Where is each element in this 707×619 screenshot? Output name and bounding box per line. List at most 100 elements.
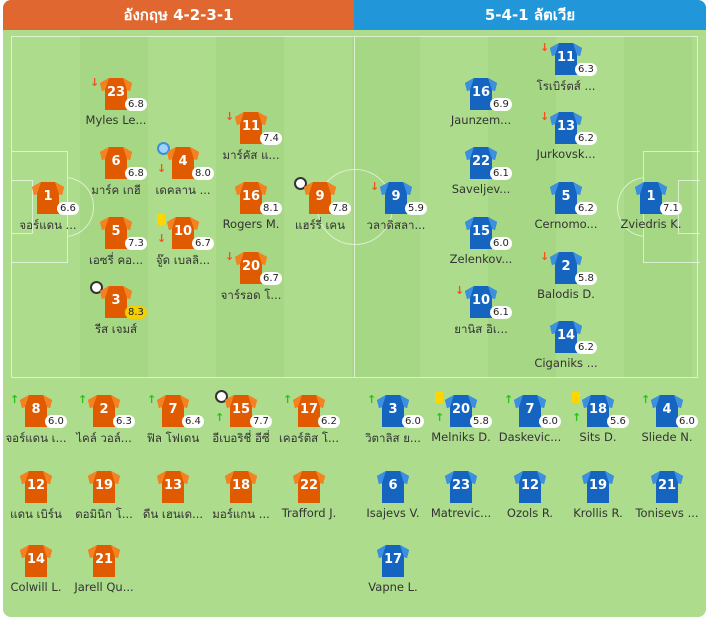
jersey-icon: 6 — [376, 470, 410, 504]
rating-badge: 6.3 — [113, 415, 135, 428]
player-name: Myles Le... — [85, 113, 147, 127]
away-player-17[interactable]: 17 Vapne L. — [353, 544, 433, 594]
player-name: Melniks D. — [431, 430, 491, 444]
sub-out-icon: ↓ — [540, 110, 550, 123]
away-player-5[interactable]: 5 6.2 Cernomo... — [526, 181, 606, 231]
jersey-number: 21 — [657, 478, 677, 493]
jersey-number: 10 — [471, 293, 491, 308]
away-player-9[interactable]: ↓ 9 5.9 วลาดิสลา... — [356, 181, 436, 235]
away-player-12[interactable]: 12 Ozols R. — [490, 470, 570, 520]
player-name: แฮร์รี่ เคน — [295, 218, 345, 232]
jersey-number: 21 — [94, 552, 114, 567]
home-player-8[interactable]: ↑ 8 6.0 จอร์แดน เ... — [3, 394, 76, 448]
sub-out-icon: ↓ — [455, 284, 465, 297]
away-player-16[interactable]: 16 6.9 Jaunzem... — [441, 77, 521, 127]
jersey-number: 22 — [299, 478, 319, 493]
jersey-icon: 5 6.2 — [549, 181, 597, 215]
away-player-15[interactable]: 15 6.0 Zelenkov... — [441, 216, 521, 266]
jersey-number: 5 — [561, 189, 571, 204]
away-player-7[interactable]: ↑ 7 6.0 Daskevic... — [490, 394, 570, 444]
rating-badge: 5.8 — [470, 415, 492, 428]
home-player-14[interactable]: 14 Colwill L. — [3, 544, 76, 594]
away-player-14[interactable]: 14 6.2 Ciganiks ... — [526, 320, 606, 370]
away-player-10[interactable]: ↓ 10 6.1 ยานิส อิเ... — [441, 285, 521, 339]
home-player-23[interactable]: ↓ 23 6.8 Myles Le... — [76, 77, 156, 127]
player-name: Saveljev... — [451, 182, 511, 196]
jersey-icon: 17 — [376, 544, 410, 578]
sub-in-icon: ↑ — [572, 411, 582, 424]
player-name: ยานิส อิเ... — [454, 322, 508, 336]
sub-in-icon: ↑ — [10, 393, 20, 406]
rating-badge: 6.7 — [260, 272, 282, 285]
jersey-number: 22 — [471, 154, 491, 169]
player-name: Zviedris K. — [620, 217, 682, 231]
jersey-number: 4 — [662, 402, 672, 417]
home-player-13[interactable]: 13 ดีน เฮนเด... — [133, 470, 213, 524]
player-name: Tonisevs ... — [635, 506, 699, 520]
home-player-2[interactable]: ↑ 2 6.3 ไคล์ วอล์... — [64, 394, 144, 448]
away-player-19[interactable]: 19 Krollis R. — [558, 470, 638, 520]
away-player-3[interactable]: ↑ 3 6.0 วิตาลิส ย... — [353, 394, 433, 448]
home-player-18[interactable]: 18 มอร์แกน ... — [201, 470, 281, 524]
home-player-1[interactable]: 1 6.6 จอร์แดน ... — [8, 181, 88, 235]
away-player-20[interactable]: ↑ 20 5.8 Melniks D. — [421, 392, 501, 444]
jersey-icon: 23 6.8 — [99, 77, 147, 111]
home-player-22[interactable]: 22 Trafford J. — [269, 470, 349, 520]
home-player-21[interactable]: 21 Jarell Qu... — [64, 544, 144, 594]
home-player-19[interactable]: 19 ดอมินิก โ... — [64, 470, 144, 524]
away-player-22[interactable]: 22 6.1 Saveljev... — [441, 146, 521, 196]
player-name: Krollis R. — [573, 506, 623, 520]
jersey-icon: 8 6.0 — [19, 394, 67, 428]
away-player-11[interactable]: ↓ 11 6.3 โรเบิร์ตส์ ... — [526, 42, 606, 96]
jersey-icon: 17 6.2 — [292, 394, 340, 428]
home-player-9[interactable]: 9 7.8 แฮร์รี่ เคน — [280, 177, 360, 235]
jersey-icon: 2 6.3 — [87, 394, 135, 428]
rating-badge: 6.8 — [125, 98, 147, 111]
away-player-13[interactable]: ↓ 13 6.2 Jurkovsk... — [526, 111, 606, 161]
jersey-icon: 12 — [513, 470, 547, 504]
jersey-number: 23 — [106, 85, 126, 100]
jersey-number: 7 — [168, 402, 178, 417]
away-player-23[interactable]: 23 Matrevic... — [421, 470, 501, 520]
yellow-card-icon — [157, 214, 165, 225]
jersey-number: 19 — [94, 478, 114, 493]
away-player-4[interactable]: ↑ 4 6.0 Sliede N. — [627, 394, 706, 444]
home-player-11[interactable]: ↓ 11 7.4 มาร์คัส แ... — [211, 111, 291, 165]
away-player-2[interactable]: ↓ 2 5.8 Balodis D. — [526, 251, 606, 301]
home-player-3[interactable]: 3 8.3 รีส เจมส์ — [76, 281, 156, 339]
home-player-17[interactable]: ↑ 17 6.2 เคอร์ติส โ... — [269, 394, 349, 448]
jersey-number: 3 — [111, 293, 121, 308]
player-name: Ciganiks ... — [534, 356, 598, 370]
jersey-number: 20 — [241, 259, 261, 274]
player-name: Jaunzem... — [450, 113, 512, 127]
jersey-icon: 20 5.8 — [444, 394, 492, 428]
jersey-number: 5 — [111, 224, 121, 239]
away-player-21[interactable]: 21 Tonisevs ... — [627, 470, 706, 520]
sub-out-icon: ↓ — [157, 162, 167, 175]
player-name: Vapne L. — [368, 580, 418, 594]
jersey-icon: 12 — [19, 470, 53, 504]
home-player-12[interactable]: 12 แดน เบิร์น — [3, 470, 76, 524]
jersey-icon: 10 6.1 — [464, 285, 512, 319]
jersey-icon: 2 5.8 — [549, 251, 597, 285]
player-name: Balodis D. — [537, 287, 595, 301]
jersey-icon: 19 — [581, 470, 615, 504]
jersey-icon: 5 7.3 — [99, 216, 147, 250]
away-player-18[interactable]: ↑ 18 5.6 Sits D. — [558, 392, 638, 444]
home-player-7[interactable]: ↑ 7 6.4 ฟิล โฟเดน — [133, 394, 213, 448]
yellow-card-icon — [435, 392, 443, 403]
away-player-1[interactable]: 1 7.1 Zviedris K. — [611, 181, 691, 231]
goal-icon — [215, 390, 228, 403]
away-player-6[interactable]: 6 Isajevs V. — [353, 470, 433, 520]
home-player-16[interactable]: 16 8.1 Rogers M. — [211, 181, 291, 231]
jersey-icon: 11 7.4 — [234, 111, 282, 145]
home-player-20[interactable]: ↓ 20 6.7 จาร์รอด โ... — [211, 251, 291, 305]
home-player-15[interactable]: ↑ 15 7.7 อีเบอริชี่ อีซี่ — [201, 390, 281, 448]
jersey-number: 18 — [231, 478, 251, 493]
home-player-6[interactable]: 6 6.8 มาร์ค เกฮี — [76, 146, 156, 200]
jersey-icon: 9 7.8 — [303, 181, 351, 215]
home-player-4[interactable]: ↓ 4 8.0 เดคลาน ... — [143, 142, 223, 200]
home-player-10[interactable]: ↓ 10 6.7 จู๊ด เบลลิ... — [143, 214, 223, 270]
home-player-5[interactable]: 5 7.3 เอซรี่ คอ... — [76, 216, 156, 270]
jersey-number: 15 — [471, 224, 491, 239]
